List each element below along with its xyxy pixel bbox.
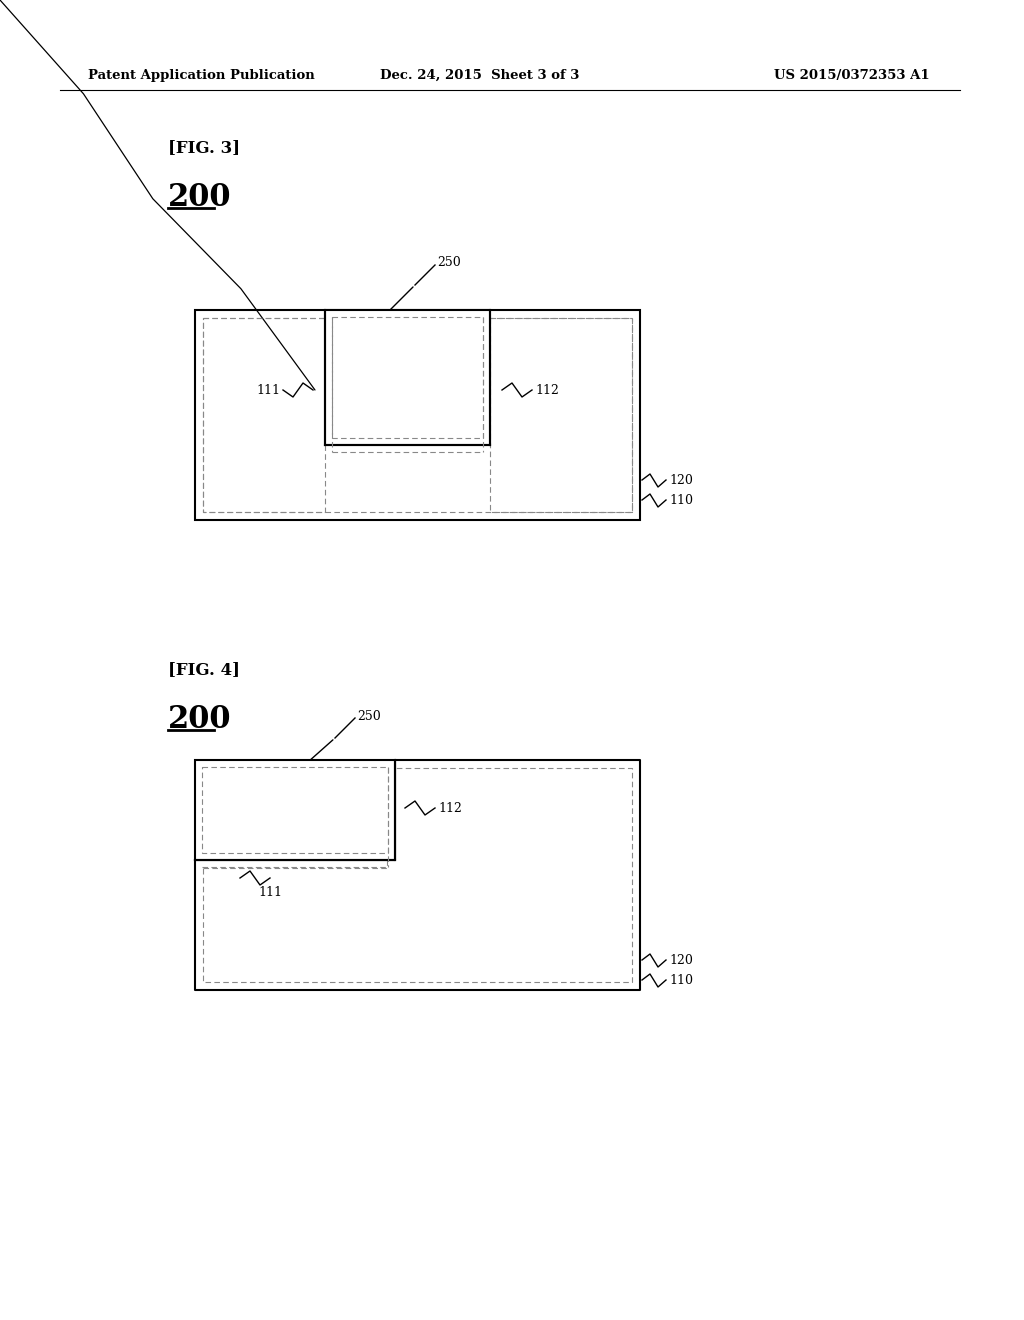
Text: 112: 112	[535, 384, 559, 396]
Bar	[195, 310, 640, 520]
Text: Dec. 24, 2015  Sheet 3 of 3: Dec. 24, 2015 Sheet 3 of 3	[380, 69, 580, 82]
Bar	[202, 767, 388, 853]
Text: Patent Application Publication: Patent Application Publication	[88, 69, 314, 82]
Text: 111: 111	[256, 384, 280, 396]
Text: US 2015/0372353 A1: US 2015/0372353 A1	[774, 69, 930, 82]
Bar	[203, 318, 632, 512]
Text: 200: 200	[168, 704, 231, 734]
Text: 112: 112	[438, 801, 462, 814]
Bar	[332, 317, 483, 438]
Bar	[490, 318, 632, 512]
Text: 110: 110	[669, 974, 693, 986]
Text: 120: 120	[669, 474, 693, 487]
Text: 120: 120	[669, 953, 693, 966]
Text: 110: 110	[669, 494, 693, 507]
Text: 250: 250	[437, 256, 461, 269]
Bar	[325, 310, 490, 445]
Text: [FIG. 4]: [FIG. 4]	[168, 661, 240, 678]
Bar	[195, 760, 395, 861]
Text: 111: 111	[258, 887, 282, 899]
Text: 200: 200	[168, 181, 231, 213]
Bar	[203, 318, 325, 512]
Text: [FIG. 3]: [FIG. 3]	[168, 140, 240, 157]
Text: 250: 250	[357, 710, 381, 722]
